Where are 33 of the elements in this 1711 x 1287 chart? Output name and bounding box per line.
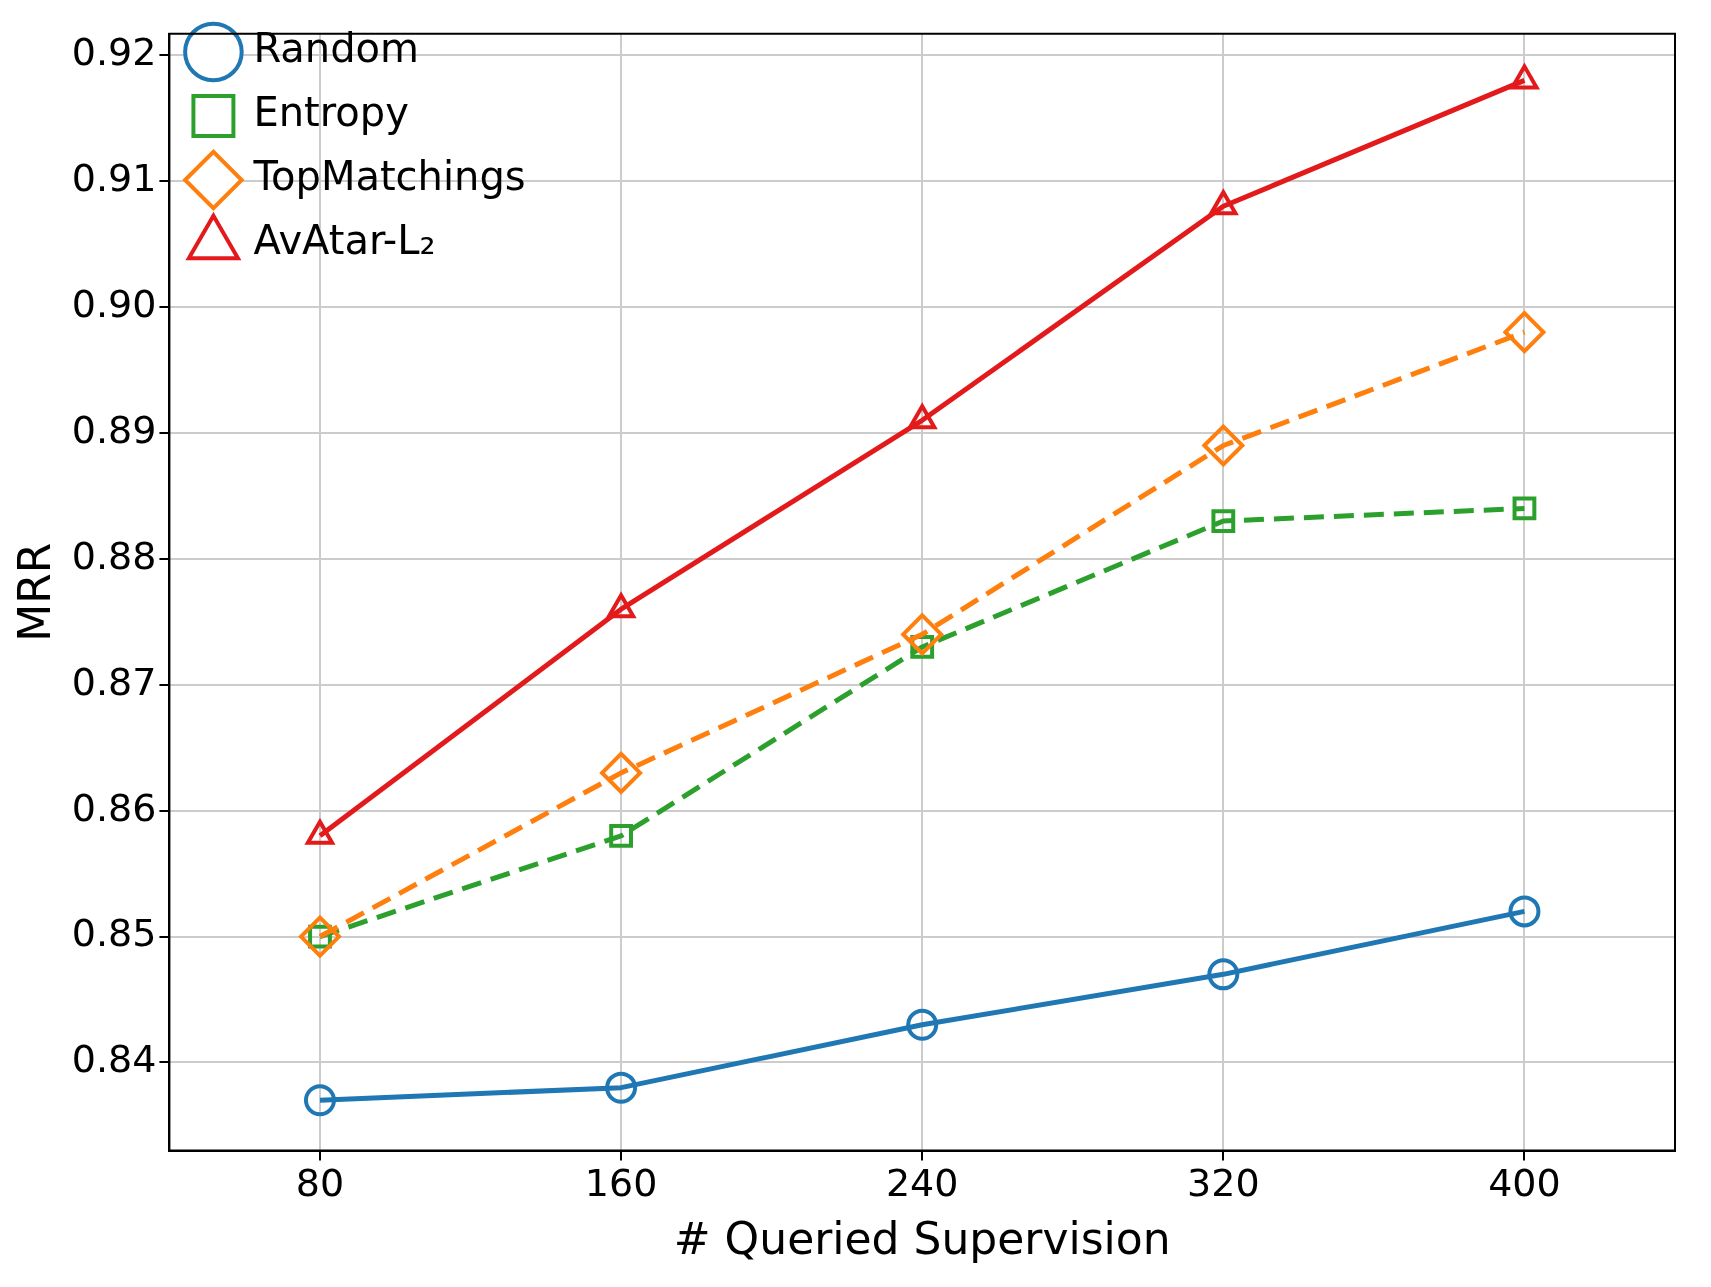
x-tick-label: 400 <box>1488 1161 1561 1206</box>
legend-label: TopMatchings <box>252 153 526 200</box>
legend-label: Random <box>253 25 420 72</box>
point <box>901 613 944 656</box>
x-tick-label: 240 <box>885 1161 959 1206</box>
point <box>600 751 643 794</box>
y-tick-label: 0.87 <box>71 659 157 704</box>
x-axis-title: # Queried Supervision <box>673 1213 1171 1265</box>
y-tick-label: 0.84 <box>71 1037 157 1082</box>
x-tick-label: 320 <box>1187 1161 1260 1206</box>
point <box>1202 424 1245 467</box>
y-tick-label: 0.86 <box>71 785 157 830</box>
y-tick-label: 0.92 <box>71 30 157 75</box>
point <box>1211 509 1236 533</box>
point <box>1512 496 1537 521</box>
point <box>1207 958 1240 991</box>
x-tick-label: 80 <box>295 1161 345 1206</box>
y-axis-title: MRR <box>8 542 60 642</box>
point <box>1503 311 1546 354</box>
point <box>298 915 341 958</box>
x-tick-label: 160 <box>584 1161 658 1206</box>
legend-label: Entropy <box>253 89 409 136</box>
point <box>303 1084 336 1117</box>
y-tick-label: 0.88 <box>71 533 157 578</box>
y-tick-label: 0.85 <box>71 911 157 956</box>
point <box>906 1008 939 1041</box>
point <box>609 823 633 848</box>
y-tick-label: 0.91 <box>71 155 157 200</box>
y-tick-label: 0.90 <box>71 281 157 326</box>
point <box>1508 895 1541 928</box>
y-tick-label: 0.89 <box>71 407 157 452</box>
point <box>605 1071 638 1104</box>
legend-label: AvAtar-L₂ <box>253 217 436 264</box>
